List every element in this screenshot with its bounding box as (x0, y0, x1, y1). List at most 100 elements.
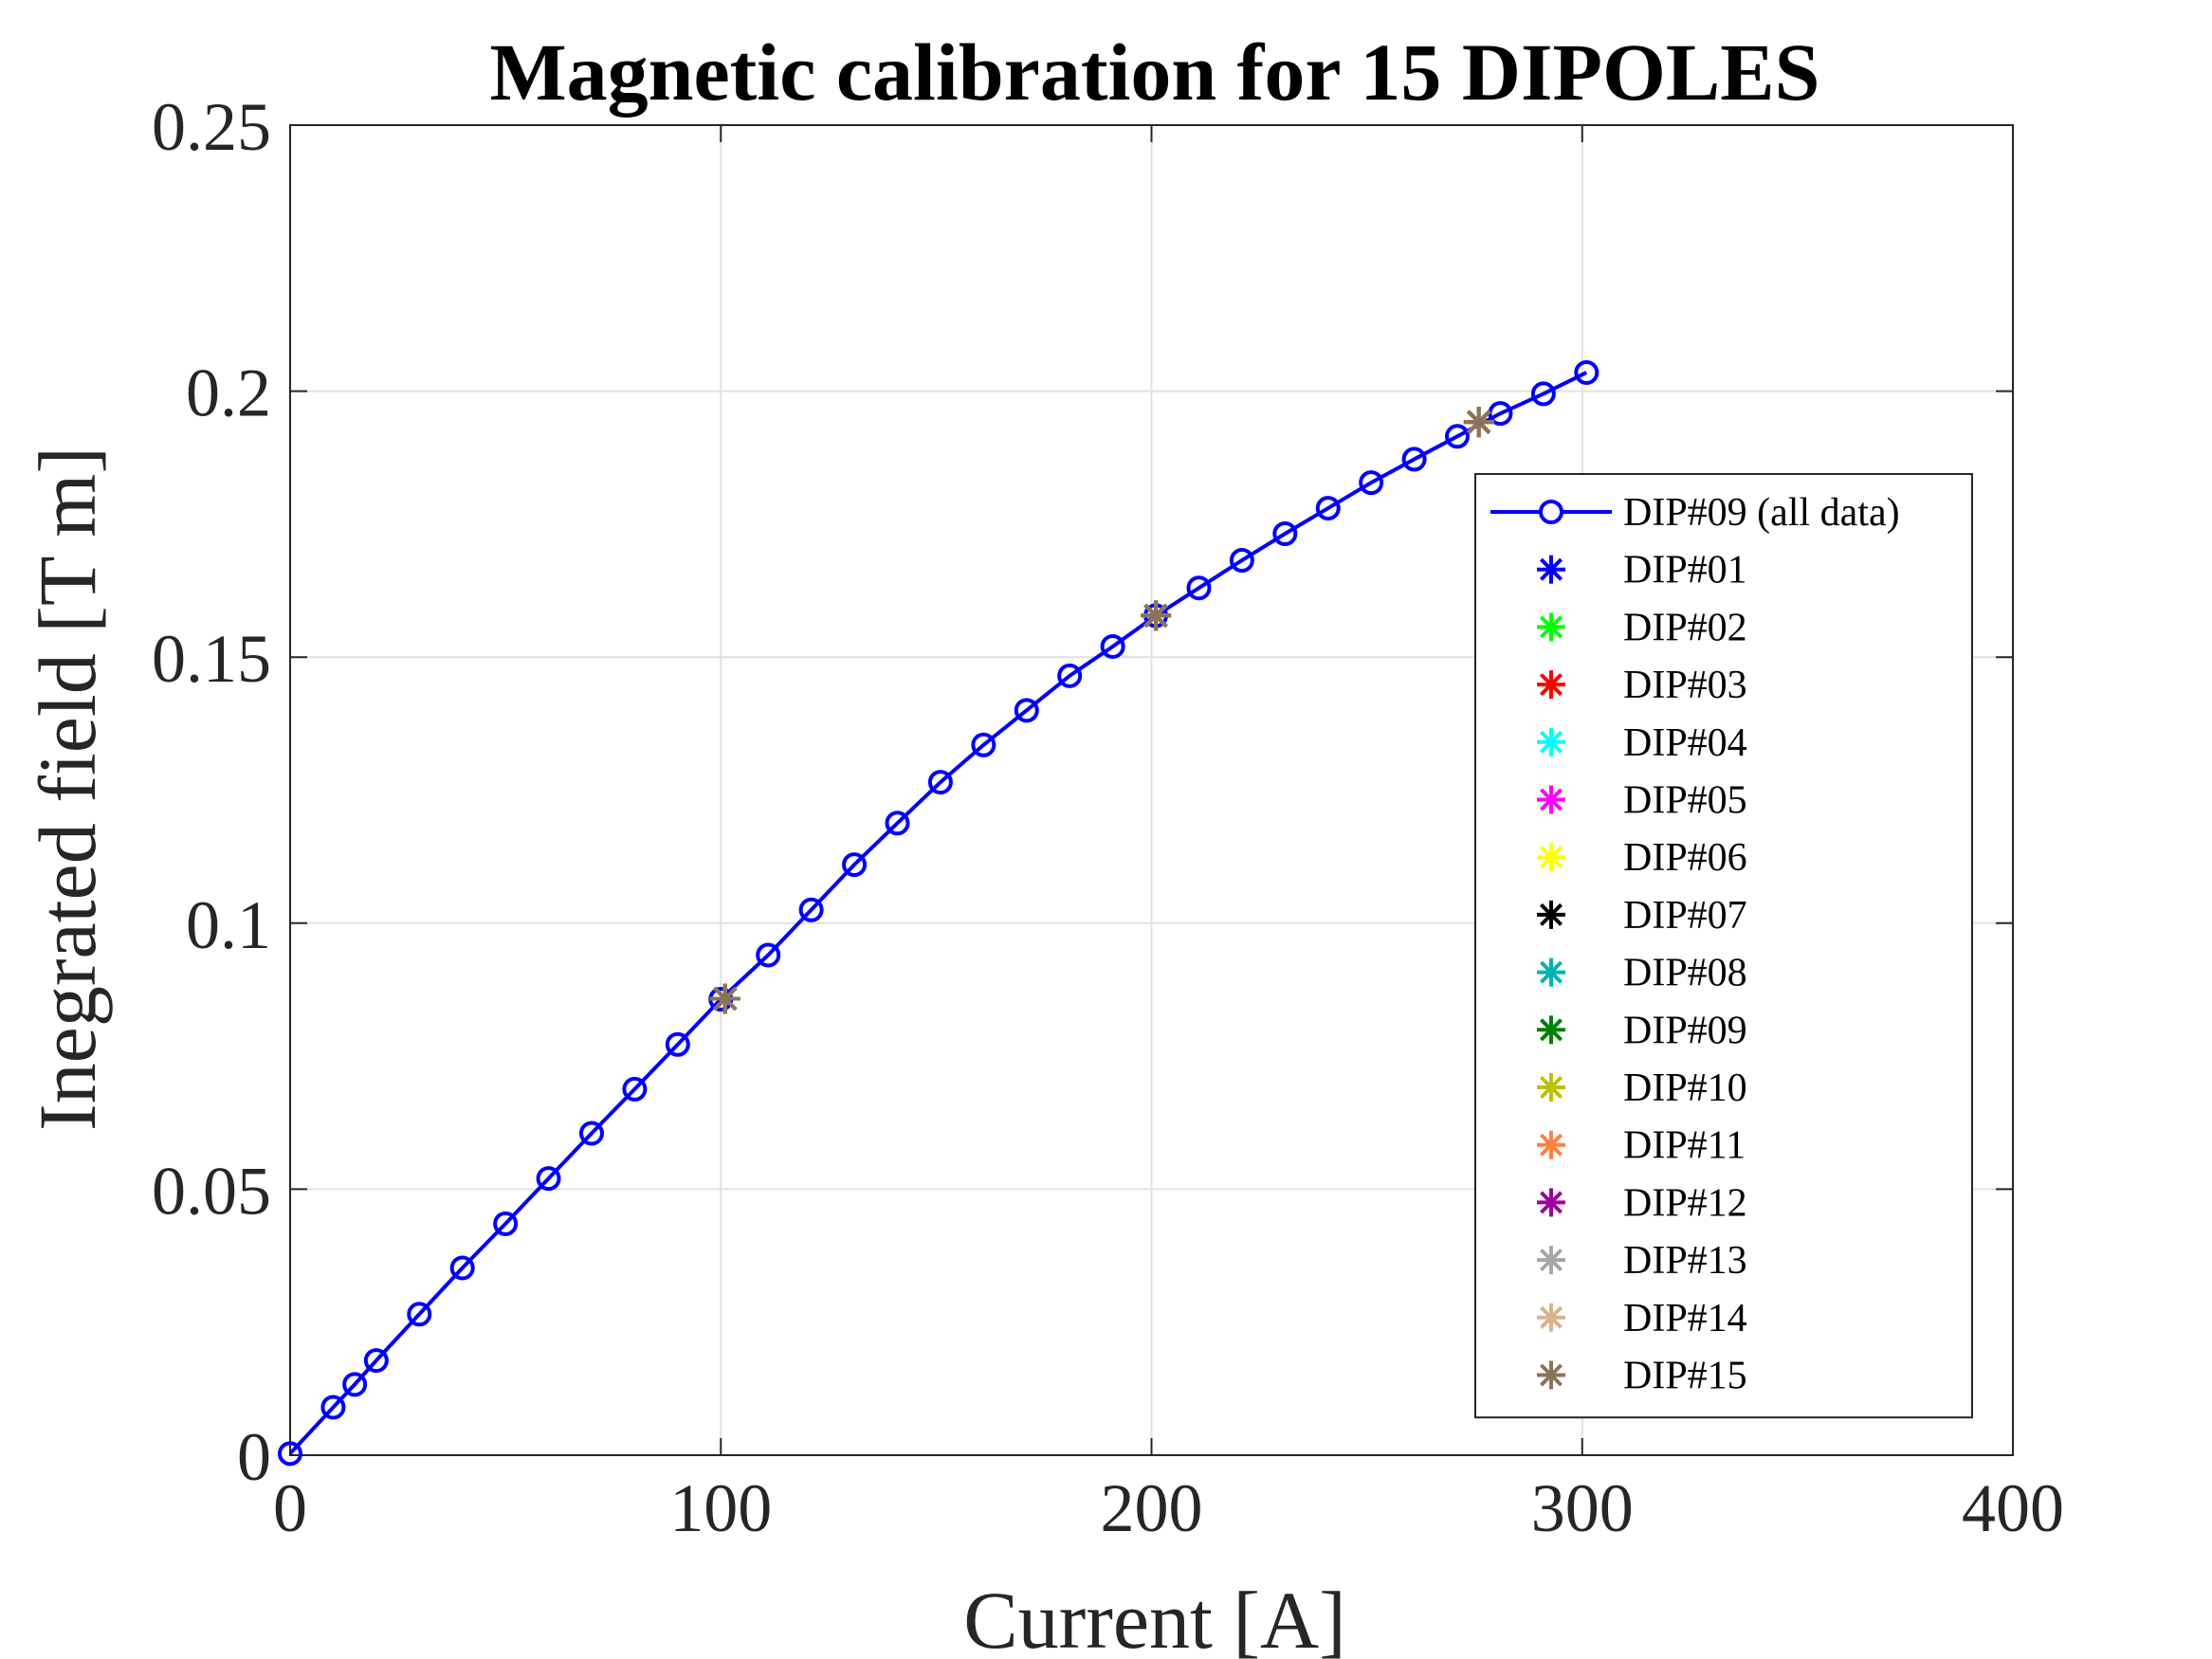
legend-entry: DIP#14 (1537, 1297, 1747, 1340)
legend-marker (1537, 1360, 1565, 1390)
legend-entry: DIP#12 (1537, 1181, 1747, 1225)
data-point (449, 1255, 475, 1281)
legend-entry: DIP#08 (1537, 952, 1747, 995)
data-point (342, 1372, 368, 1397)
data-point (1574, 359, 1600, 385)
x-tick-label: 200 (1101, 1470, 1203, 1546)
legend-entry: DIP#10 (1537, 1066, 1747, 1110)
data-point-star (1463, 407, 1494, 438)
data-point (665, 1031, 690, 1057)
data-point (536, 1166, 561, 1192)
y-tick-label: 0.2 (186, 356, 271, 431)
legend-entry: DIP#01 (1537, 549, 1747, 592)
legend-marker (1537, 785, 1565, 814)
legend-entry: DIP#06 (1537, 836, 1747, 880)
y-tick-label: 0.1 (186, 887, 271, 963)
legend-marker (1537, 843, 1565, 872)
legend-label: DIP#08 (1623, 952, 1747, 995)
data-point (1272, 521, 1298, 547)
legend-marker (1537, 1073, 1565, 1102)
legend-entry: DIP#03 (1537, 664, 1747, 707)
y-tick-label: 0.05 (152, 1153, 271, 1229)
legend-label: DIP#05 (1623, 779, 1747, 823)
legend-entry: DIP#07 (1537, 894, 1747, 938)
legend-label: DIP#03 (1623, 664, 1747, 707)
legend-marker (1537, 1303, 1565, 1332)
data-point (320, 1395, 346, 1420)
x-tick-label: 100 (669, 1470, 772, 1546)
series-layer (278, 359, 1600, 1467)
data-point (363, 1348, 389, 1374)
data-point (278, 1441, 302, 1467)
data-point (1445, 424, 1471, 449)
legend-marker (1537, 670, 1565, 700)
legend-entry: DIP#11 (1537, 1124, 1746, 1168)
legend-label: DIP#11 (1623, 1124, 1746, 1168)
data-point (798, 897, 824, 922)
data-point (927, 770, 953, 795)
data-point (756, 942, 781, 968)
legend-label: DIP#07 (1623, 894, 1747, 938)
legend-label: DIP#15 (1623, 1355, 1747, 1398)
data-point-star (709, 983, 740, 1014)
legend: DIP#09 (all data) DIP#01 DIP#02 DIP#03 DIP#0… (1474, 473, 1973, 1419)
legend-label: DIP#01 (1623, 549, 1747, 592)
data-point (578, 1121, 604, 1146)
legend-entry: DIP#15 (1537, 1355, 1747, 1398)
chart-title: Magnetic calibration for 15 DIPOLES (489, 27, 1819, 118)
data-point (842, 852, 868, 878)
legend-marker (1537, 727, 1565, 757)
data-point (1359, 470, 1384, 496)
legend-entry: DIP#05 (1537, 779, 1747, 823)
legend-marker (1537, 612, 1565, 642)
x-tick-label: 0 (273, 1470, 307, 1546)
legend-marker (1537, 900, 1565, 929)
data-point (1186, 575, 1212, 601)
legend-label: DIP#14 (1623, 1297, 1747, 1340)
legend-entry: DIP#13 (1537, 1239, 1747, 1283)
data-point (971, 732, 996, 757)
y-tick-label: 0.15 (152, 621, 271, 697)
data-point (1315, 496, 1341, 521)
legend-marker (1539, 500, 1563, 524)
legend-label: DIP#13 (1623, 1239, 1747, 1283)
y-tick-label: 0.25 (152, 89, 271, 165)
x-axis-label: Current [A] (963, 1575, 1346, 1659)
legend-entry: DIP#02 (1537, 606, 1747, 649)
legend-label: DIP#02 (1623, 606, 1747, 649)
legend-entry: DIP#09 (all data) (1490, 491, 1900, 535)
x-tick-label: 400 (1962, 1470, 2064, 1546)
data-point (1057, 663, 1083, 688)
legend-label: DIP#10 (1623, 1066, 1747, 1110)
y-axis-label: Inegrated field [T m] (22, 447, 113, 1131)
series-dip-09-all-data- (278, 359, 1600, 1467)
legend-entry: DIP#04 (1537, 721, 1747, 765)
data-point (493, 1211, 519, 1236)
ticks: 0 100 200 300 400 0 0.05 0.1 0.15 0.2 0.25 (152, 89, 2064, 1546)
data-point (1229, 548, 1254, 574)
legend-label: DIP#09 (1623, 1009, 1747, 1052)
data-point (885, 811, 910, 836)
data-point (1014, 698, 1039, 723)
legend-label: DIP#06 (1623, 836, 1747, 880)
legend-marker (1537, 1188, 1565, 1217)
data-point (1530, 381, 1556, 407)
series-dip-15 (709, 407, 1494, 1014)
legend-label: DIP#09 (all data) (1623, 491, 1900, 535)
y-tick-label: 0 (237, 1419, 271, 1495)
x-tick-label: 300 (1531, 1470, 1634, 1546)
legend-marker (1537, 1015, 1565, 1045)
data-point (407, 1302, 432, 1327)
legend-marker (1537, 1130, 1565, 1159)
data-point (622, 1076, 648, 1102)
legend-marker (1537, 1246, 1565, 1275)
data-point (1401, 447, 1427, 472)
legend-entry: DIP#09 (1537, 1009, 1747, 1052)
legend-marker (1537, 555, 1565, 584)
legend-label: DIP#04 (1623, 721, 1747, 765)
legend-marker (1537, 957, 1565, 987)
data-point-star (1141, 600, 1172, 631)
legend-label: DIP#12 (1623, 1181, 1747, 1225)
data-point (1100, 633, 1125, 659)
